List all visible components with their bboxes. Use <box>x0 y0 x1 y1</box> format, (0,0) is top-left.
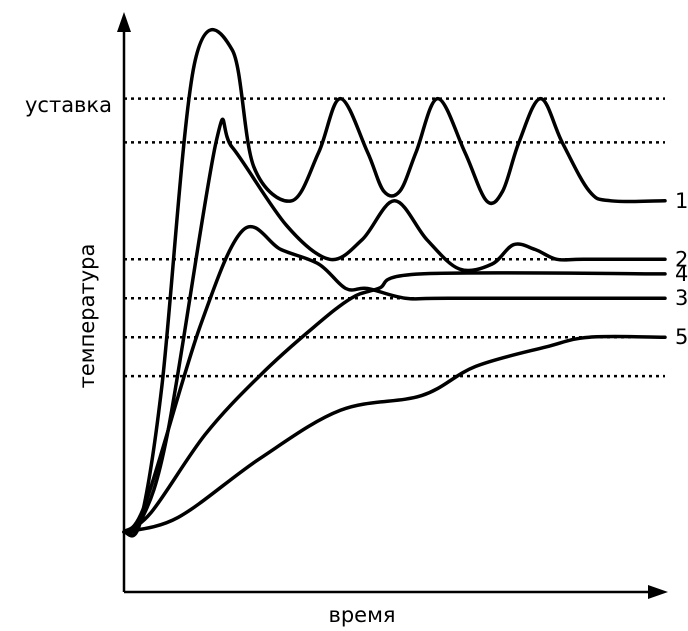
y-axis-arrow <box>117 12 131 32</box>
curve-3 <box>122 225 667 534</box>
x-axis-arrow <box>648 585 668 599</box>
curve-label-1: 1 <box>675 189 688 213</box>
reference-lines <box>124 97 665 378</box>
y-axis-label: температура <box>75 244 99 389</box>
curve-labels: 1 2 34 5 <box>675 189 688 349</box>
curve-5 <box>122 334 667 534</box>
curve-1 <box>122 27 667 538</box>
curve-4 <box>122 271 667 534</box>
x-axis-label: время <box>328 603 395 627</box>
curve-label-3: 3 <box>675 286 688 310</box>
response-curves <box>122 27 667 538</box>
curve-2 <box>122 117 667 535</box>
setpoint-label: уставка <box>25 93 112 117</box>
curve-label-2: 2 <box>675 247 688 271</box>
curve-label-4: 4 <box>675 262 688 286</box>
curve-label-5: 5 <box>675 325 688 349</box>
